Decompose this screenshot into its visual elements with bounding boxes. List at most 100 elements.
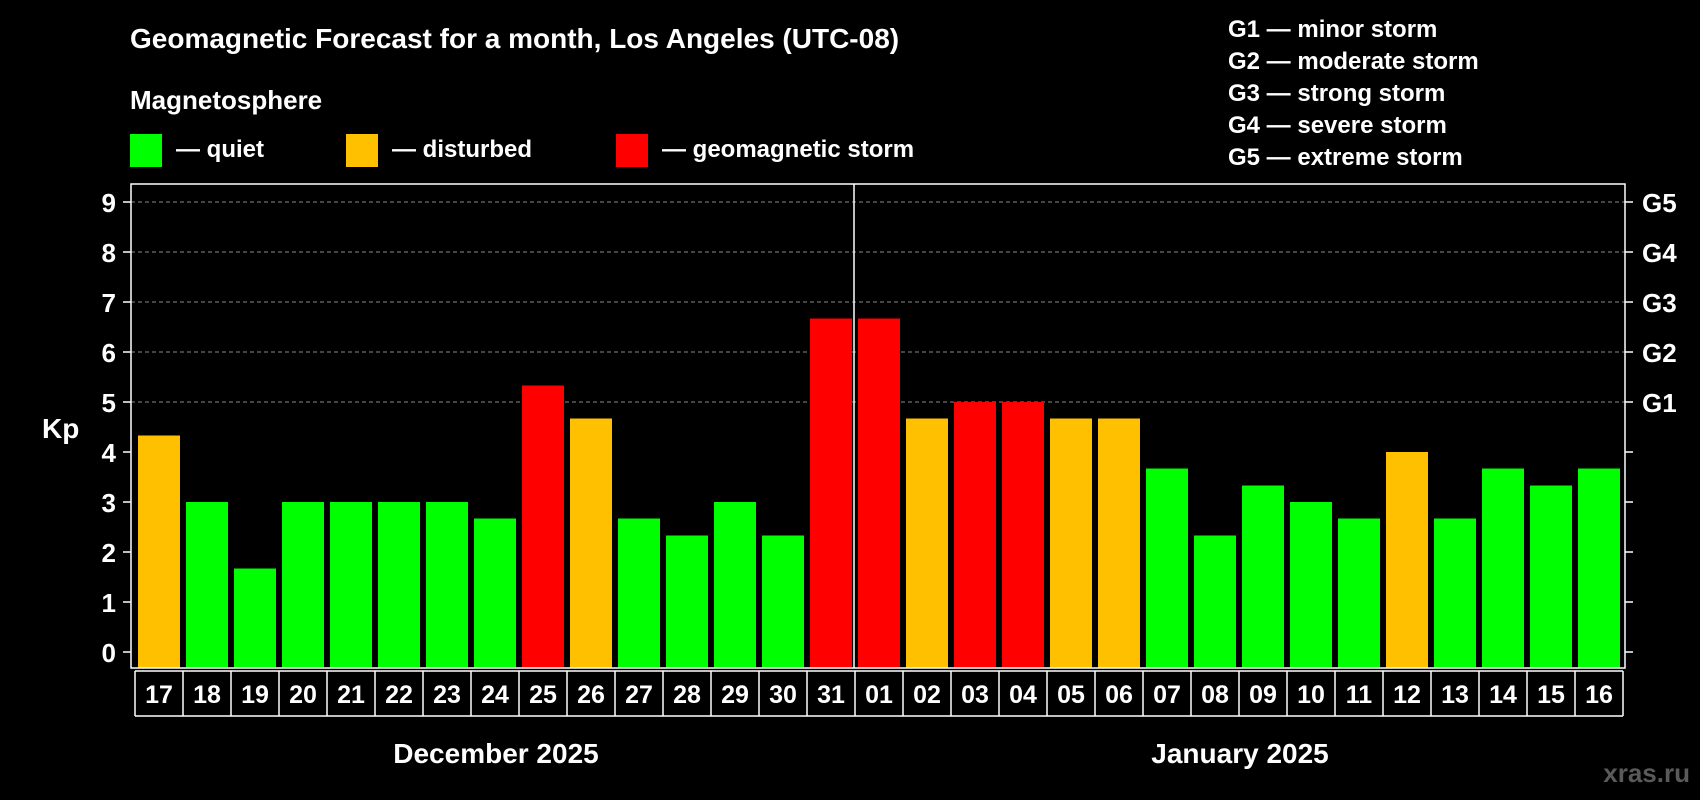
bar-29 xyxy=(714,502,756,668)
y-axis-label: Kp xyxy=(42,413,79,444)
date-label-29: 29 xyxy=(721,681,749,709)
bar-26 xyxy=(570,418,612,668)
date-label-09: 09 xyxy=(1249,681,1277,709)
legend: — quiet — disturbed — geomagnetic storm xyxy=(130,134,914,167)
bar-28 xyxy=(666,535,708,668)
legend-title: Magnetosphere xyxy=(130,85,322,115)
bars xyxy=(138,318,1620,668)
bar-01 xyxy=(858,318,900,668)
y-tick-label: 0 xyxy=(102,638,116,668)
bar-24 xyxy=(474,518,516,668)
month-label: December 2025 xyxy=(393,738,598,769)
date-label-26: 26 xyxy=(577,681,605,709)
bar-08 xyxy=(1194,535,1236,668)
date-label-11: 11 xyxy=(1346,681,1373,709)
bar-11 xyxy=(1338,518,1380,668)
storm-scale-g1: G1 — minor storm xyxy=(1228,16,1437,43)
date-label-07: 07 xyxy=(1153,681,1181,709)
date-label-24: 24 xyxy=(481,681,509,709)
bar-06 xyxy=(1098,418,1140,668)
bar-16 xyxy=(1578,468,1620,668)
bar-18 xyxy=(186,502,228,668)
storm-scale-g4: G4 — severe storm xyxy=(1228,112,1447,139)
date-label-30: 30 xyxy=(769,681,797,709)
date-label-03: 03 xyxy=(961,681,989,709)
y-tick-label: 7 xyxy=(102,288,116,318)
date-label-10: 10 xyxy=(1297,681,1325,709)
bar-10 xyxy=(1290,502,1332,668)
y-tick-label: 8 xyxy=(102,238,116,268)
bar-07 xyxy=(1146,468,1188,668)
storm-level-g3: G3 xyxy=(1642,288,1677,318)
y-tick-label: 5 xyxy=(102,388,116,418)
date-axis: 17 18 19 20 21 22 23 24 25 26 27 28 29 30 31 01 02 03 04 05… xyxy=(134,670,1624,717)
plot-border xyxy=(130,183,1626,669)
storm-scale-legend: G1 — minor storm G2 — moderate storm G3 … xyxy=(1228,16,1479,171)
date-label-14: 14 xyxy=(1489,681,1517,709)
bar-09 xyxy=(1242,485,1284,668)
storm-level-g4: G4 xyxy=(1642,238,1677,268)
date-label-06: 06 xyxy=(1105,681,1133,709)
bar-22 xyxy=(378,502,420,668)
watermark: xras.ru xyxy=(1603,758,1690,788)
month-label: January 2025 xyxy=(1151,738,1328,769)
legend-label-storm: — geomagnetic storm xyxy=(662,136,914,163)
plot-frame xyxy=(130,183,1626,669)
bar-04 xyxy=(1002,402,1044,668)
date-label-28: 28 xyxy=(673,681,701,709)
bar-02 xyxy=(906,418,948,668)
date-label-20: 20 xyxy=(289,681,317,709)
date-label-02: 02 xyxy=(913,681,941,709)
date-label-18: 18 xyxy=(193,681,221,709)
y-axis-ticks: 0 1 2 3 4 5 6 7 8 9 xyxy=(102,188,131,668)
legend-label-disturbed: — disturbed xyxy=(392,136,532,163)
date-label-04: 04 xyxy=(1009,681,1037,709)
bar-03 xyxy=(954,402,996,668)
bar-20 xyxy=(282,502,324,668)
date-label-12: 12 xyxy=(1393,681,1421,709)
y-tick-label: 2 xyxy=(102,538,116,568)
y-tick-label: 6 xyxy=(102,338,116,368)
bar-19 xyxy=(234,568,276,668)
storm-scale-g5: G5 — extreme storm xyxy=(1228,144,1463,171)
date-label-15: 15 xyxy=(1537,681,1565,709)
legend-label-quiet: — quiet xyxy=(176,136,264,163)
bar-14 xyxy=(1482,468,1524,668)
bar-31 xyxy=(810,318,852,668)
bar-15 xyxy=(1530,485,1572,668)
date-label-22: 22 xyxy=(385,681,413,709)
date-label-31: 31 xyxy=(817,681,845,709)
date-label-23: 23 xyxy=(433,681,461,709)
storm-scale-g3: G3 — strong storm xyxy=(1228,80,1445,107)
storm-level-axis: G1 G2 G3 G4 G5 xyxy=(1625,188,1677,653)
storm-scale-g2: G2 — moderate storm xyxy=(1228,48,1479,75)
bar-05 xyxy=(1050,418,1092,668)
date-label-19: 19 xyxy=(241,681,269,709)
month-labels: December 2025 January 2025 xyxy=(393,738,1328,769)
bar-27 xyxy=(618,518,660,668)
bar-12 xyxy=(1386,452,1428,668)
y-tick-label: 3 xyxy=(102,488,116,518)
date-label-25: 25 xyxy=(529,681,557,709)
date-label-08: 08 xyxy=(1201,681,1229,709)
legend-swatch-disturbed xyxy=(346,134,378,167)
bar-30 xyxy=(762,535,804,668)
bar-23 xyxy=(426,502,468,668)
bar-17 xyxy=(138,435,180,668)
chart-title: Geomagnetic Forecast for a month, Los An… xyxy=(130,23,899,54)
date-label-21: 21 xyxy=(337,681,365,709)
date-label-01: 01 xyxy=(865,681,893,709)
legend-swatch-storm xyxy=(616,134,648,167)
storm-level-g5: G5 xyxy=(1642,188,1677,218)
legend-swatch-quiet xyxy=(130,134,162,167)
y-tick-label: 9 xyxy=(102,188,116,218)
gridlines xyxy=(131,201,1625,403)
storm-level-g2: G2 xyxy=(1642,338,1677,368)
date-label-13: 13 xyxy=(1441,681,1469,709)
bar-21 xyxy=(330,502,372,668)
date-label-27: 27 xyxy=(625,681,653,709)
bar-25 xyxy=(522,385,564,668)
storm-level-g1: G1 xyxy=(1642,388,1677,418)
date-label-16: 16 xyxy=(1585,681,1613,709)
